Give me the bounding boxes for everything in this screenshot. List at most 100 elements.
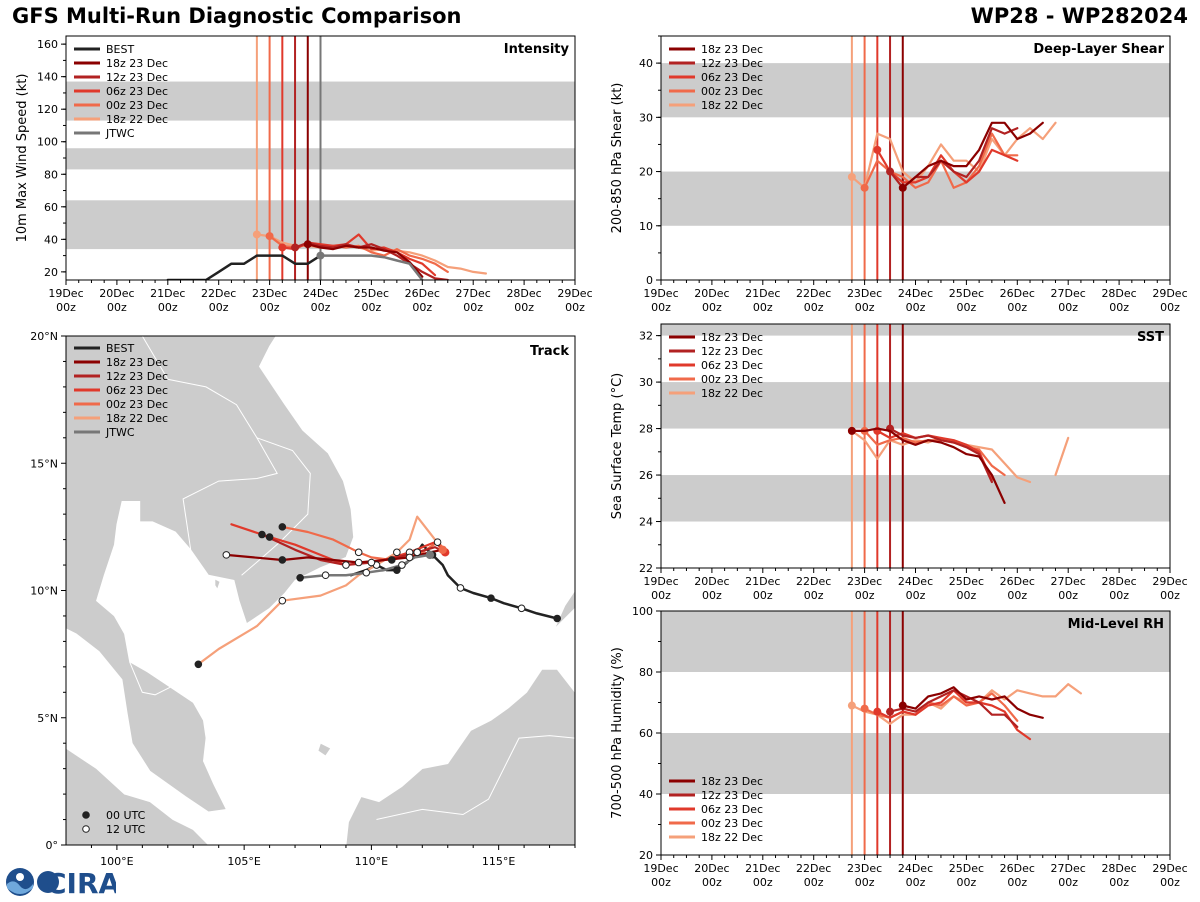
sst-xtick-label-4: 23Dec xyxy=(847,575,882,588)
intensity-xtick-sublabel-10: 00z xyxy=(565,301,585,314)
shear-xtick-sublabel-4: 00z xyxy=(855,301,875,314)
shear-xtick-label-8: 27Dec xyxy=(1051,287,1086,300)
intensity-ytick-label-2: 60 xyxy=(44,201,58,214)
shear-panel: 01020304019Dec00z20Dec00z21Dec00z22Dec00… xyxy=(610,35,1188,314)
shear-xtick-label-4: 23Dec xyxy=(847,287,882,300)
shear-ytick-label-0: 0 xyxy=(646,274,653,287)
shear-xtick-label-6: 25Dec xyxy=(949,287,984,300)
intensity-xtick-label-0: 19Dec xyxy=(48,287,83,300)
rh-xtick-label-1: 20Dec xyxy=(694,862,729,875)
intensity-xtick-sublabel-5: 00z xyxy=(311,301,331,314)
sst-legend-label-2: 06z 23 Dec xyxy=(701,359,763,372)
track-point-2-3 xyxy=(278,523,287,531)
track-point-5-2 xyxy=(278,556,287,564)
sst-plot-area xyxy=(661,324,1170,568)
sst-xtick-sublabel-6: 00z xyxy=(957,589,977,602)
track-point-5-0 xyxy=(405,553,414,562)
track-point-5-3 xyxy=(222,551,231,559)
sst-series-4 xyxy=(850,427,1006,504)
intensity-legend-label-4: 00z 23 Dec xyxy=(106,99,168,112)
intensity-series-start-6 xyxy=(316,251,325,260)
intensity-series-start-5 xyxy=(303,240,312,249)
rh-xtick-sublabel-8: 00z xyxy=(1058,876,1078,889)
rh-series-start-1 xyxy=(860,704,869,713)
rh-series-start-2 xyxy=(873,707,882,716)
track-ytick-label-3: 15°N xyxy=(30,457,58,470)
track-point-0-3 xyxy=(456,584,465,592)
logo-wordmark: CIRA xyxy=(46,867,116,898)
rh-panel: 2040608010019Dec00z20Dec00z21Dec00z22Dec… xyxy=(610,605,1188,889)
track-ytick-label-4: 20°N xyxy=(30,330,58,343)
rh-xtick-sublabel-6: 00z xyxy=(957,876,977,889)
shear-xtick-sublabel-7: 00z xyxy=(1007,301,1027,314)
track-point-4-2 xyxy=(258,530,266,539)
intensity-series-start-2 xyxy=(265,232,274,241)
rh-xtick-label-0: 19Dec xyxy=(643,862,678,875)
intensity-legend-label-5: 18z 22 Dec xyxy=(106,113,168,126)
rh-xtick-label-7: 26Dec xyxy=(1000,862,1035,875)
shear-legend-label-0: 18z 23 Dec xyxy=(701,43,763,56)
shear-ytick-label-1: 10 xyxy=(639,220,653,233)
track-title: Track xyxy=(530,344,569,359)
shear-ytick-label-3: 30 xyxy=(639,111,653,124)
sst-series-3 xyxy=(888,427,993,484)
track-point-4-1 xyxy=(367,558,376,567)
track-point-3-1 xyxy=(342,561,350,569)
rh-ylabel: 700-500 hPa Humidity (%) xyxy=(610,647,625,819)
rh-legend-label-2: 06z 23 Dec xyxy=(701,803,763,816)
shear-xtick-label-5: 24Dec xyxy=(898,287,933,300)
intensity-xtick-sublabel-4: 00z xyxy=(260,301,280,314)
track-map-area xyxy=(66,336,575,845)
shear-series-start-4 xyxy=(898,183,907,192)
rh-series-4 xyxy=(901,686,1044,719)
shear-series-4 xyxy=(901,121,1044,189)
shear-xtick-sublabel-0: 00z xyxy=(651,301,671,314)
track-legend-label-2: 12z 23 Dec xyxy=(106,370,168,383)
border-line-0 xyxy=(141,336,278,550)
track-series-0 xyxy=(349,543,559,620)
sst-xtick-label-9: 28Dec xyxy=(1101,575,1136,588)
intensity-legend-label-6: JTWC xyxy=(105,127,135,140)
sst-xtick-sublabel-7: 00z xyxy=(1007,589,1027,602)
rh-xtick-sublabel-3: 00z xyxy=(804,876,824,889)
land-palawan xyxy=(554,589,575,629)
shear-series-start-3 xyxy=(886,167,895,176)
intensity-xtick-sublabel-3: 00z xyxy=(209,301,229,314)
sst-xtick-label-5: 24Dec xyxy=(898,575,933,588)
track-current-position-1 xyxy=(438,545,447,554)
sst-panel: 22242628303219Dec00z20Dec00z21Dec00z22De… xyxy=(610,323,1188,602)
track-point-0-1 xyxy=(517,604,526,613)
track-point-6-4 xyxy=(296,573,304,582)
sst-ytick-label-5: 32 xyxy=(639,330,653,343)
intensity-xtick-label-6: 25Dec xyxy=(354,287,389,300)
shear-xtick-label-2: 21Dec xyxy=(745,287,780,300)
intensity-series-start-3 xyxy=(278,243,287,252)
track-legend-label-0: BEST xyxy=(106,342,134,355)
shear-series-start-2 xyxy=(873,145,882,154)
track-point-1-2 xyxy=(194,660,203,669)
track-ytick-label-2: 10°N xyxy=(30,585,58,598)
shear-band-1 xyxy=(661,63,1170,118)
intensity-xtick-label-7: 26Dec xyxy=(405,287,440,300)
shear-xtick-sublabel-10: 00z xyxy=(1160,301,1180,314)
rh-ytick-label-4: 100 xyxy=(632,605,653,618)
intensity-ytick-label-3: 80 xyxy=(44,168,58,181)
track-point-1-0 xyxy=(393,548,401,557)
track-marker-legend-symbol-0 xyxy=(82,811,90,819)
shear-xtick-label-7: 26Dec xyxy=(1000,287,1035,300)
sst-xtick-sublabel-4: 00z xyxy=(855,589,875,602)
rh-ytick-label-0: 20 xyxy=(639,849,653,862)
border-line-3 xyxy=(376,735,575,820)
sst-band-2 xyxy=(661,324,1170,336)
intensity-xtick-sublabel-7: 00z xyxy=(412,301,432,314)
track-marker-legend-label-1: 12 UTC xyxy=(106,823,146,836)
sst-band-1 xyxy=(661,382,1170,429)
shear-xtick-label-3: 22Dec xyxy=(796,287,831,300)
shear-legend-label-3: 00z 23 Dec xyxy=(701,85,763,98)
rh-ytick-label-1: 40 xyxy=(639,788,653,801)
sst-ytick-label-3: 28 xyxy=(639,423,653,436)
intensity-series-5 xyxy=(306,243,424,278)
track-point-2-1 xyxy=(387,556,396,564)
track-point-0-6 xyxy=(393,566,401,574)
track-point-0-2 xyxy=(487,594,495,602)
